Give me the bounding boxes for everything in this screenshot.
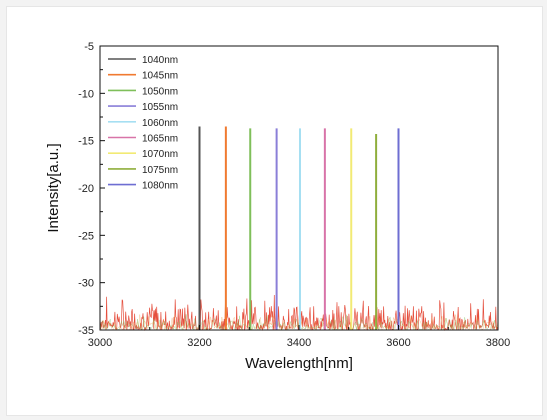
legend-label: 1045nm bbox=[142, 71, 178, 82]
x-tick-label: 3200 bbox=[187, 337, 211, 349]
y-tick-label: -5 bbox=[84, 41, 94, 53]
y-tick-label: -25 bbox=[78, 230, 94, 242]
legend-label: 1055nm bbox=[142, 102, 178, 113]
legend-label: 1065nm bbox=[142, 134, 178, 145]
figure-card bbox=[6, 6, 543, 416]
y-tick-label: -30 bbox=[78, 278, 94, 290]
y-tick-label: -15 bbox=[78, 136, 94, 148]
y-axis-title: Intensity[a.u.] bbox=[45, 143, 62, 232]
x-axis-title: Wavelength[nm] bbox=[245, 355, 353, 372]
y-tick-label: -10 bbox=[78, 88, 94, 100]
ticks-layer: 3000 3200 3400 3600 3800 -35 -30 -25 -20 -15 -10 -5 bbox=[78, 41, 510, 349]
legend-label: 1050nm bbox=[142, 86, 178, 97]
legend-label: 1060nm bbox=[142, 118, 178, 129]
x-tick-label: 3600 bbox=[386, 337, 410, 349]
legend-label: 1080nm bbox=[142, 181, 178, 192]
legend: 1040nm 1045nm 1050nm 1055nm 1060nm 1065nm 1070… bbox=[108, 55, 178, 192]
legend-label: 1070nm bbox=[142, 149, 178, 160]
legend-label: 1075nm bbox=[142, 165, 178, 176]
x-tick-label: 3400 bbox=[287, 337, 311, 349]
y-tick-label: -35 bbox=[78, 325, 94, 337]
x-tick-label: 3800 bbox=[486, 337, 510, 349]
x-tick-label: 3000 bbox=[88, 337, 112, 349]
noise-trace-2 bbox=[100, 314, 498, 331]
peaks-layer bbox=[198, 126, 400, 330]
legend-label: 1040nm bbox=[142, 55, 178, 66]
y-tick-label: -20 bbox=[78, 183, 94, 195]
